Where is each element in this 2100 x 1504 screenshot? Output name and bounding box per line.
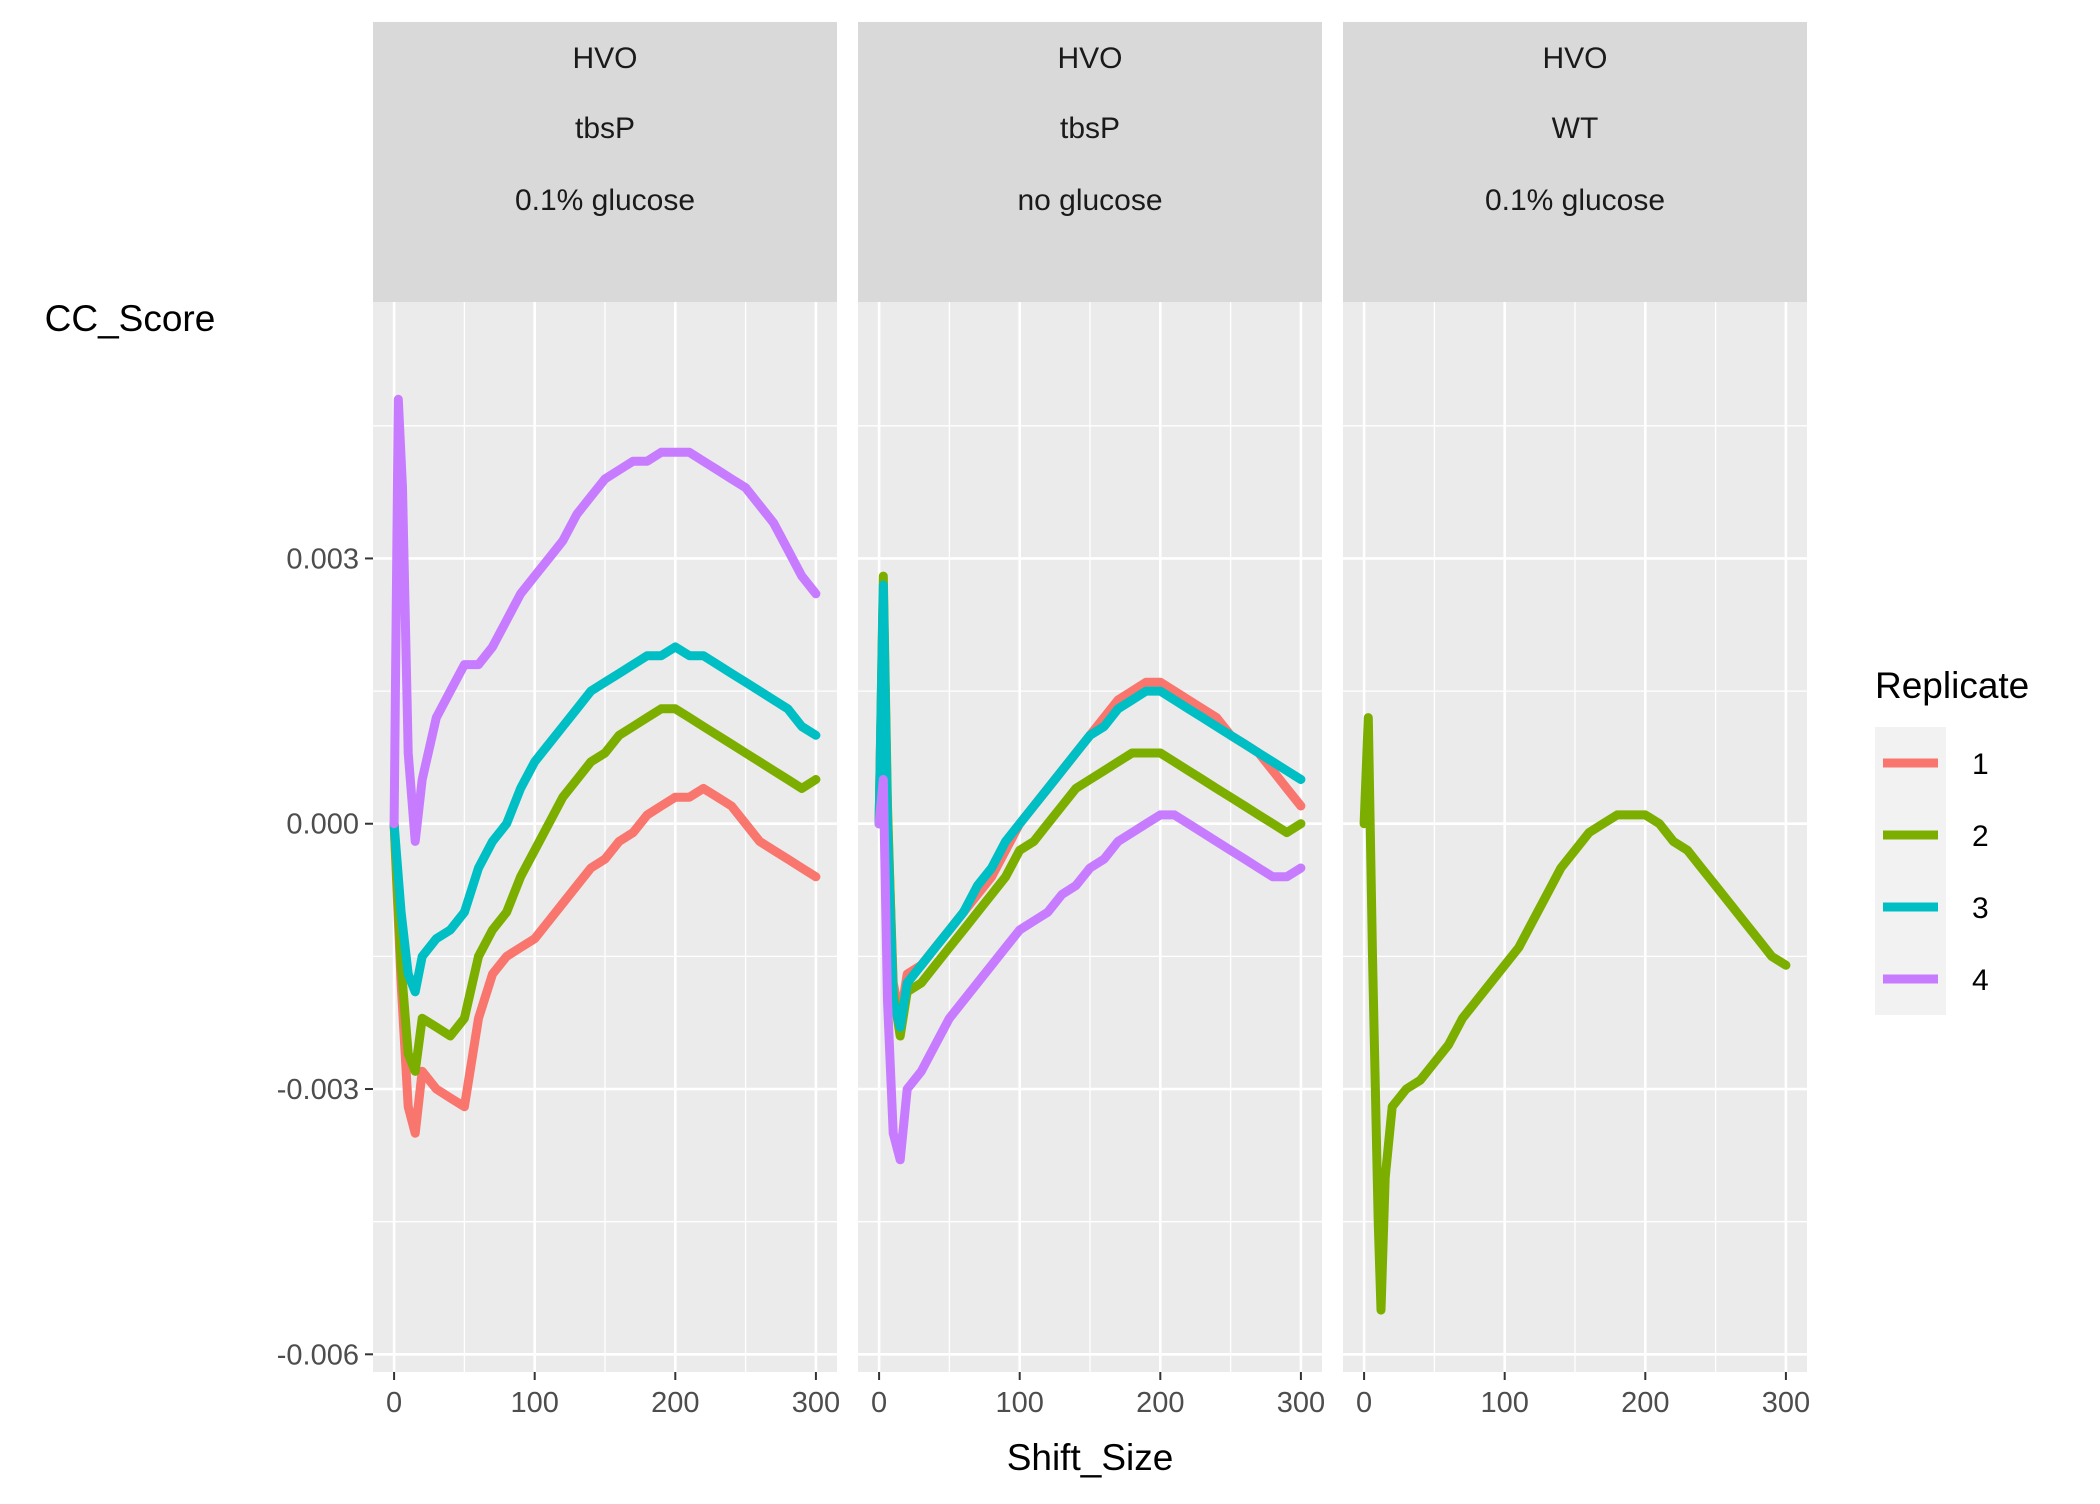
x-tick-label: 100 [1481, 1387, 1529, 1419]
facet-strip-label: tbsP [1060, 112, 1120, 145]
x-tick-label: 300 [1277, 1387, 1325, 1419]
x-tick-label: 0 [386, 1387, 402, 1419]
legend-label: 3 [1972, 892, 1989, 925]
y-tick-label: -0.003 [277, 1074, 359, 1106]
facet-strip [373, 22, 837, 302]
facet-strip-label: HVO [1542, 42, 1607, 75]
series-line-replicate-4 [389, 394, 821, 846]
facet-strip-label: WT [1552, 112, 1599, 145]
series-line-replicate-2 [389, 704, 821, 1076]
legend-title: Replicate [1875, 665, 2029, 706]
x-tick-label: 200 [1621, 1387, 1669, 1419]
x-tick-label: 100 [511, 1387, 559, 1419]
legend-label: 4 [1972, 964, 1989, 997]
x-tick-label: 200 [1136, 1387, 1184, 1419]
x-tick-label: 200 [651, 1387, 699, 1419]
series-line-replicate-2 [1359, 713, 1791, 1315]
x-tick-label: 0 [871, 1387, 887, 1419]
facet-strip-label: no glucose [1017, 184, 1162, 217]
facet-strip [858, 22, 1322, 302]
y-tick-label: -0.006 [277, 1339, 359, 1371]
y-axis-title: CC_Score [45, 298, 216, 339]
facet-strip-label: HVO [1057, 42, 1122, 75]
legend-label: 1 [1972, 748, 1989, 781]
facet-strip-label: 0.1% glucose [1485, 184, 1665, 217]
legend-label: 2 [1972, 820, 1989, 853]
x-tick-label: 100 [996, 1387, 1044, 1419]
facet-strip-label: 0.1% glucose [515, 184, 695, 217]
facet-strip [1343, 22, 1807, 302]
series-line-replicate-2 [874, 571, 1306, 1041]
series-line-replicate-4 [874, 775, 1306, 1165]
series-line-replicate-3 [389, 642, 821, 997]
x-tick-label: 300 [792, 1387, 840, 1419]
x-tick-label: 300 [1762, 1387, 1810, 1419]
facet-strip-label: tbsP [575, 112, 635, 145]
series-line-replicate-3 [874, 580, 1306, 1032]
y-tick-label: 0.003 [286, 543, 359, 575]
x-tick-label: 0 [1356, 1387, 1372, 1419]
series-line-replicate-1 [389, 783, 821, 1138]
y-tick-label: 0.000 [286, 809, 359, 841]
facet-strip-label: HVO [572, 42, 637, 75]
x-axis-title: Shift_Size [1007, 1437, 1174, 1478]
